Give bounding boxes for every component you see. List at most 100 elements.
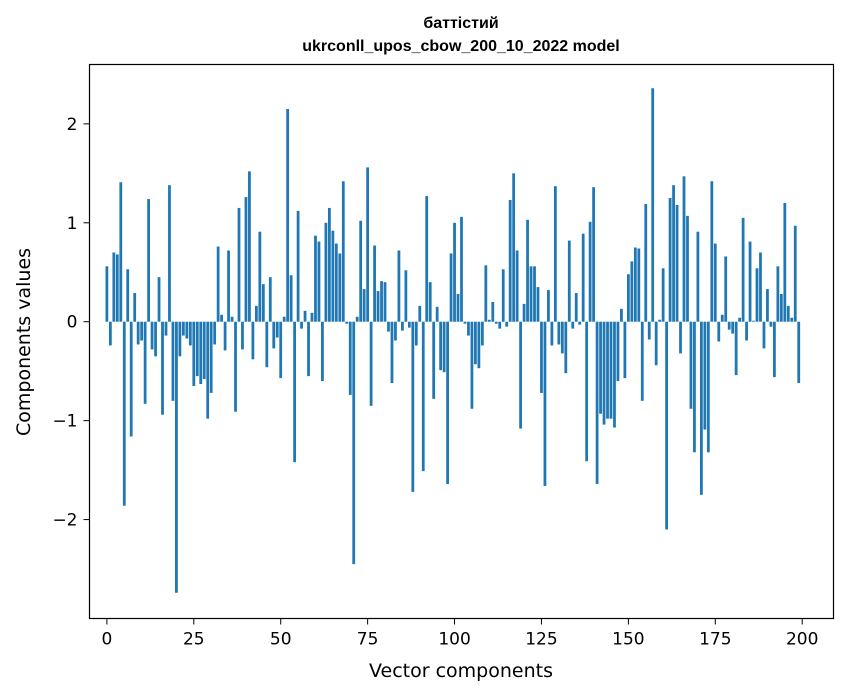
bar-17 xyxy=(164,321,168,336)
bar-61 xyxy=(317,241,321,322)
bar-26 xyxy=(195,321,199,377)
y-tick-label: −1 xyxy=(52,412,77,432)
bar-24 xyxy=(188,321,192,346)
bar-112 xyxy=(494,321,498,324)
bar-47 xyxy=(268,277,272,322)
bar-33 xyxy=(220,314,223,322)
bar-154 xyxy=(640,321,644,401)
bar-194 xyxy=(779,294,783,322)
bars-group xyxy=(105,88,801,593)
bar-111 xyxy=(491,301,495,322)
bar-127 xyxy=(547,290,550,322)
bar-174 xyxy=(710,181,714,322)
bar-185 xyxy=(748,241,752,322)
bar-189 xyxy=(762,321,766,349)
x-tick-label: 175 xyxy=(699,630,731,650)
bar-195 xyxy=(783,203,787,322)
bar-66 xyxy=(334,243,338,322)
bar-120 xyxy=(522,303,526,322)
bar-162 xyxy=(668,198,672,322)
bar-145 xyxy=(609,321,613,419)
bar-157 xyxy=(651,88,655,322)
bar-169 xyxy=(693,321,696,453)
bar-46 xyxy=(265,321,269,368)
bar-96 xyxy=(439,321,443,371)
bar-126 xyxy=(543,321,547,486)
bar-106 xyxy=(474,321,477,365)
bar-136 xyxy=(578,321,582,325)
bar-86 xyxy=(404,270,408,322)
bar-0 xyxy=(105,266,109,322)
bar-1 xyxy=(108,321,112,346)
bar-139 xyxy=(588,221,592,322)
bar-83 xyxy=(394,321,397,341)
bar-130 xyxy=(557,321,561,345)
bar-135 xyxy=(574,293,578,322)
bar-181 xyxy=(734,321,738,376)
bar-141 xyxy=(595,321,599,484)
y-tick-label: 2 xyxy=(67,115,78,135)
y-axis-ticks: −2 −1 0 1 2 xyxy=(52,115,90,531)
bar-160 xyxy=(661,268,665,322)
bar-50 xyxy=(279,321,283,379)
bar-80 xyxy=(383,282,387,322)
bar-118 xyxy=(515,250,519,322)
bar-34 xyxy=(223,321,227,351)
bar-179 xyxy=(727,321,731,330)
bar-167 xyxy=(686,215,689,322)
bar-159 xyxy=(658,319,662,322)
bar-54 xyxy=(293,321,297,463)
bar-94 xyxy=(432,321,436,399)
bar-155 xyxy=(644,203,648,322)
bar-138 xyxy=(585,321,589,462)
bar-29 xyxy=(206,321,210,419)
bar-37 xyxy=(234,321,237,412)
bar-170 xyxy=(696,231,700,322)
bar-100 xyxy=(453,222,456,322)
bar-55 xyxy=(296,210,300,322)
bar-72 xyxy=(355,316,359,322)
bar-119 xyxy=(519,321,522,429)
bar-77 xyxy=(373,245,376,322)
bar-15 xyxy=(157,277,161,322)
bar-191 xyxy=(769,321,773,327)
bar-35 xyxy=(227,250,230,322)
bar-41 xyxy=(248,171,251,322)
bar-146 xyxy=(613,321,616,428)
y-tick-label: 1 xyxy=(67,214,78,234)
bar-143 xyxy=(602,321,606,425)
bar-58 xyxy=(307,321,310,377)
bar-90 xyxy=(418,305,422,322)
bar-57 xyxy=(303,310,307,322)
bar-107 xyxy=(477,321,481,369)
bar-140 xyxy=(592,187,595,322)
bar-32 xyxy=(216,246,220,322)
bar-93 xyxy=(428,282,432,322)
chart-title-line1: баттістий xyxy=(423,15,498,32)
bar-4 xyxy=(119,182,123,322)
bar-60 xyxy=(314,235,317,322)
bar-19 xyxy=(171,321,175,401)
bar-164 xyxy=(675,204,679,322)
bar-64 xyxy=(328,207,331,322)
bar-8 xyxy=(133,293,137,322)
bar-2 xyxy=(112,252,116,322)
bar-132 xyxy=(564,321,568,374)
bar-48 xyxy=(272,321,276,349)
bar-43 xyxy=(254,305,258,322)
bar-21 xyxy=(178,321,182,357)
bar-161 xyxy=(665,321,669,530)
bar-53 xyxy=(289,275,293,322)
y-tick-label: −2 xyxy=(52,511,77,531)
bar-134 xyxy=(571,321,575,329)
bar-183 xyxy=(741,217,745,322)
bar-39 xyxy=(241,321,244,350)
bar-115 xyxy=(505,321,509,327)
bar-149 xyxy=(623,321,627,379)
bar-187 xyxy=(755,268,759,322)
bar-199 xyxy=(797,321,801,384)
x-tick-label: 50 xyxy=(270,630,292,650)
bar-175 xyxy=(713,243,717,322)
bar-168 xyxy=(689,321,693,409)
bar-70 xyxy=(348,321,352,395)
